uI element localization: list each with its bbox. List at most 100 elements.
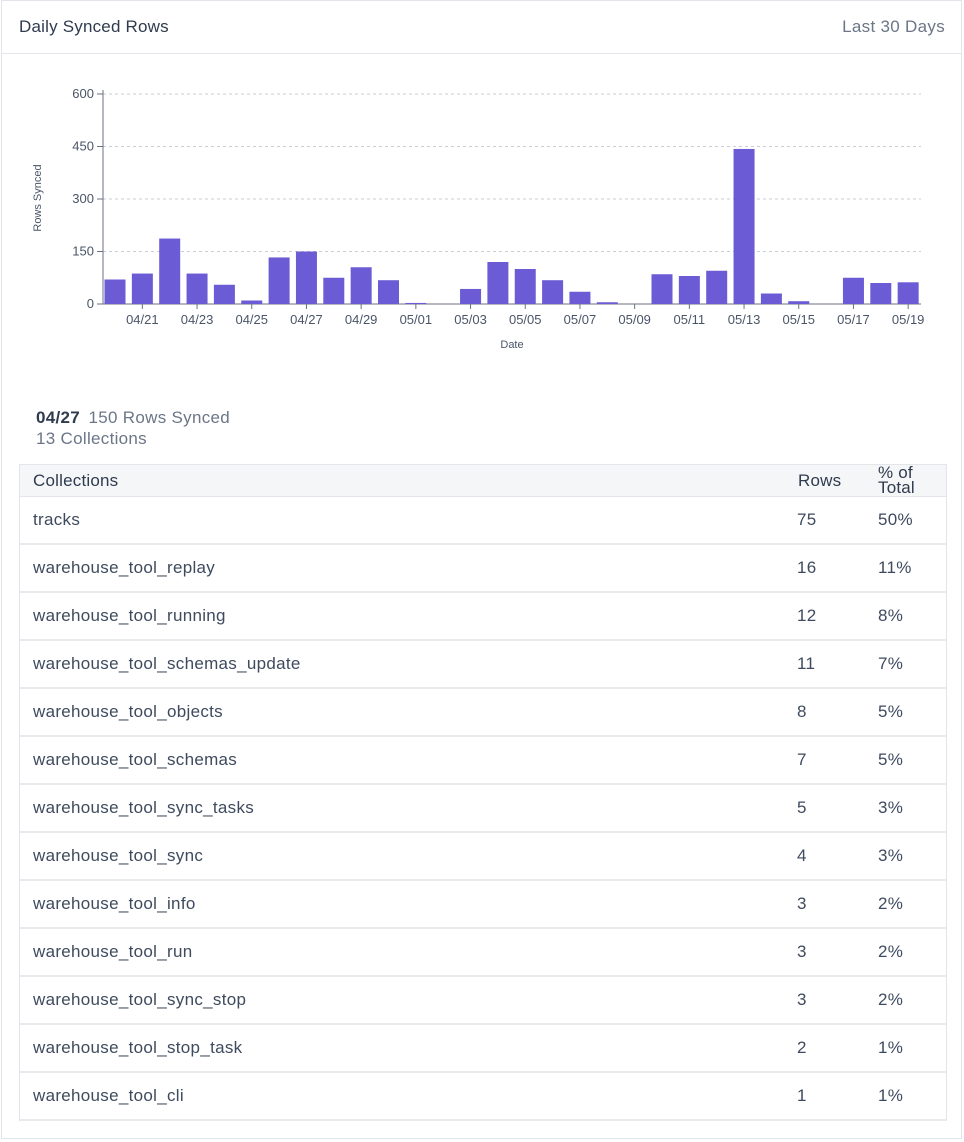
collection-percent: 2% <box>878 942 904 961</box>
collection-name: warehouse_tool_sync <box>33 846 204 865</box>
x-tick-label: 05/15 <box>782 312 815 327</box>
collection-rows: 2 <box>797 1038 807 1057</box>
bar[interactable] <box>870 283 892 304</box>
bar[interactable] <box>706 270 728 304</box>
bar[interactable] <box>350 267 372 304</box>
bar[interactable] <box>733 148 755 304</box>
collection-name: warehouse_tool_schemas_update <box>33 654 301 673</box>
y-tick-label: 150 <box>72 244 94 259</box>
bar[interactable] <box>378 280 399 304</box>
bar[interactable] <box>460 288 482 304</box>
collection-rows: 1 <box>797 1086 807 1105</box>
collection-name: warehouse_tool_cli <box>33 1086 184 1105</box>
collection-percent: 7% <box>878 654 904 673</box>
x-tick-label: 05/07 <box>564 312 597 327</box>
bar[interactable] <box>569 291 591 304</box>
collection-percent: 3% <box>878 798 904 817</box>
collection-name: warehouse_tool_sync_tasks <box>33 798 255 817</box>
collection-rows: 7 <box>797 750 807 769</box>
y-tick-label: 0 <box>87 296 94 311</box>
bar[interactable] <box>651 274 673 304</box>
bar[interactable] <box>760 293 782 305</box>
table-row: warehouse_tool_schemas_update 11 7% <box>20 641 946 689</box>
collection-rows: 5 <box>797 798 807 817</box>
bar[interactable] <box>104 279 126 305</box>
collections-table: Collections Rows % of Total tracks 75 50% w… <box>19 464 947 1121</box>
x-tick-label: 04/29 <box>345 312 378 327</box>
collection-percent: 2% <box>878 990 904 1009</box>
collection-percent: 5% <box>878 750 904 769</box>
table-row: warehouse_tool_schemas 7 5% <box>20 737 946 785</box>
y-tick-label: 600 <box>72 86 94 101</box>
collection-percent: 5% <box>878 702 904 721</box>
table-header: Collections Rows % of Total <box>20 464 946 497</box>
table-row: tracks 75 50% <box>20 497 946 545</box>
bar[interactable] <box>788 301 810 304</box>
bar[interactable] <box>323 277 345 304</box>
collection-name: warehouse_tool_info <box>33 894 196 913</box>
card-header: Daily Synced Rows Last 30 Days <box>2 1 961 54</box>
collection-rows: 3 <box>797 894 807 913</box>
bar[interactable] <box>241 300 263 305</box>
x-tick-label: 04/21 <box>126 312 159 327</box>
daily-synced-rows-chart: 0 150 300 450 600 04/21 04/23 04/25 04/27 04/29 05… <box>32 86 925 351</box>
collection-percent: 50% <box>878 510 913 529</box>
bar[interactable] <box>213 284 235 304</box>
table-row: warehouse_tool_sync_stop 3 2% <box>20 977 946 1025</box>
y-tick-label: 300 <box>72 191 94 206</box>
table-row: warehouse_tool_sync 4 3% <box>20 833 946 881</box>
date-range-label[interactable]: Last 30 Days <box>842 17 945 36</box>
table-row: warehouse_tool_cli 1 1% <box>20 1073 946 1121</box>
selected-rows-synced: 150 Rows Synced <box>88 408 231 427</box>
y-axis-title: Rows Synced <box>32 164 44 231</box>
table-body: tracks 75 50% warehouse_tool_replay 16 11% war… <box>20 497 946 1121</box>
x-tick-label: 05/03 <box>454 312 487 327</box>
bar[interactable] <box>897 282 919 304</box>
bar[interactable] <box>487 262 509 304</box>
table-row: warehouse_tool_replay 16 11% <box>20 545 946 593</box>
collection-percent: 11% <box>878 558 912 577</box>
bar[interactable] <box>405 302 427 304</box>
bar[interactable] <box>542 280 564 304</box>
selected-date: 04/27 <box>36 408 81 427</box>
bar[interactable] <box>596 302 618 304</box>
collection-percent: 8% <box>878 606 904 625</box>
x-tick-label: 05/19 <box>892 312 925 327</box>
column-header-rows[interactable]: Rows <box>798 470 842 490</box>
column-header-percent-of-total[interactable]: % of Total <box>878 463 915 497</box>
collection-name: warehouse_tool_sync_stop <box>33 990 247 1009</box>
bar[interactable] <box>842 277 864 304</box>
collection-name: tracks <box>33 510 81 529</box>
x-axis-title: Date <box>500 339 523 351</box>
selected-collections-count: 13 Collections <box>36 429 147 448</box>
table-row: warehouse_tool_stop_task 2 1% <box>20 1025 946 1073</box>
collection-rows: 12 <box>797 606 817 625</box>
x-tick-label: 05/09 <box>618 312 651 327</box>
bar[interactable] <box>186 273 208 304</box>
collection-name: warehouse_tool_schemas <box>33 750 238 769</box>
day-summary: 04/27 150 Rows Synced 13 Collections <box>36 408 230 449</box>
x-tick-label: 04/25 <box>235 312 268 327</box>
collection-percent: 3% <box>878 846 904 865</box>
collection-rows: 3 <box>797 942 807 961</box>
column-header-collections[interactable]: Collections <box>33 470 119 490</box>
collection-percent: 1% <box>878 1038 904 1057</box>
table-row: warehouse_tool_info 3 2% <box>20 881 946 929</box>
day-detail-panel: 04/27 150 Rows Synced 13 Collections Col… <box>1 375 962 1139</box>
collection-rows: 4 <box>797 846 807 865</box>
collection-rows: 16 <box>797 558 817 577</box>
collection-name: warehouse_tool_objects <box>33 702 223 721</box>
table-row: warehouse_tool_objects 8 5% <box>20 689 946 737</box>
bar[interactable] <box>268 257 290 304</box>
card-title: Daily Synced Rows <box>19 17 169 36</box>
bar[interactable] <box>514 269 536 304</box>
collection-percent: 1% <box>878 1086 904 1105</box>
table-row: warehouse_tool_sync_tasks 5 3% <box>20 785 946 833</box>
bar[interactable] <box>678 276 700 304</box>
x-tick-label: 05/17 <box>837 312 870 327</box>
table-row: warehouse_tool_running 12 8% <box>20 593 946 641</box>
collection-percent: 2% <box>878 894 904 913</box>
bar[interactable] <box>159 238 181 304</box>
bar[interactable] <box>131 273 153 304</box>
bar[interactable] <box>295 251 317 305</box>
